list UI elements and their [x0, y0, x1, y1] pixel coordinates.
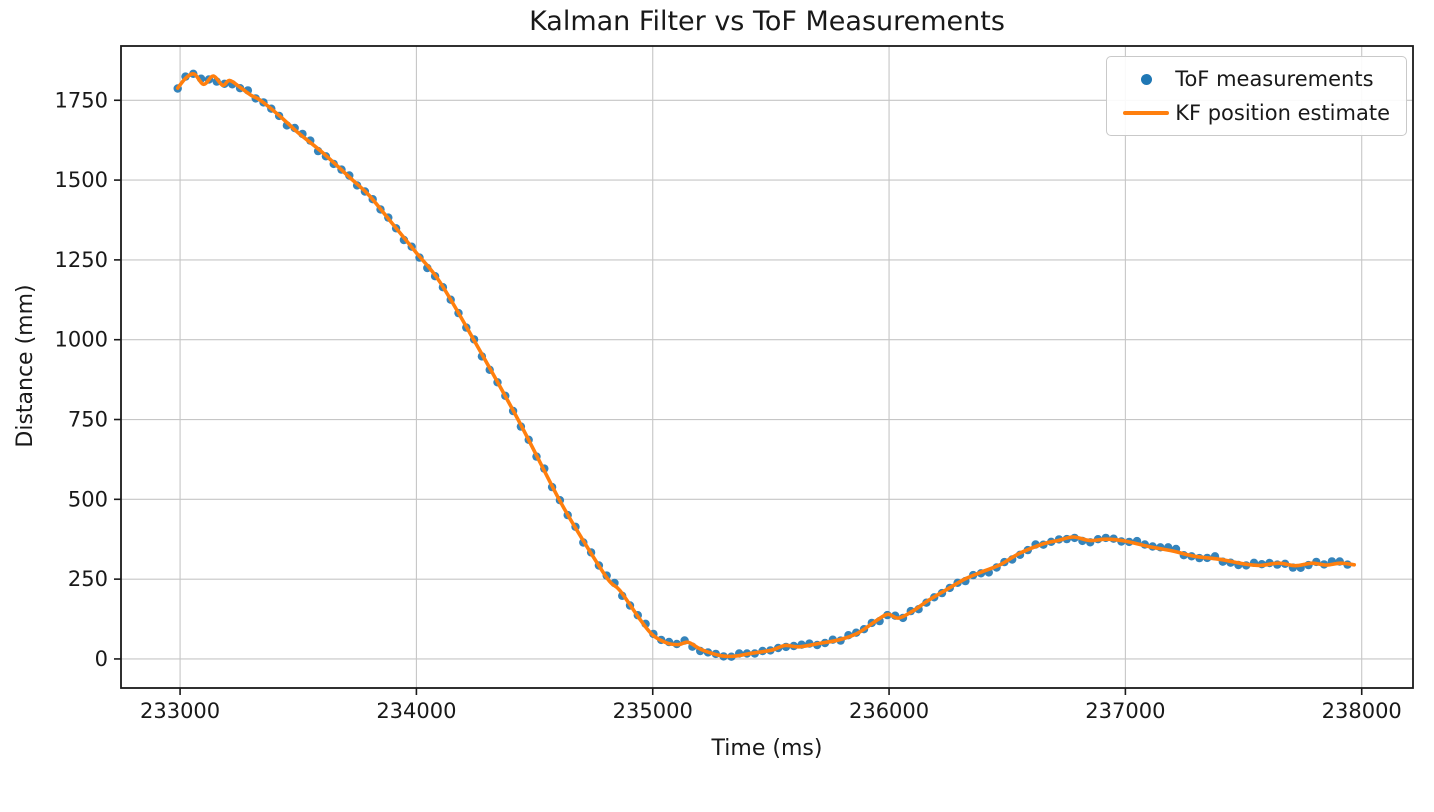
legend-label-tof-measurements: ToF measurements	[1175, 67, 1374, 91]
x-tick-label: 235000	[613, 699, 693, 723]
plot-border	[120, 45, 1414, 689]
y-tick-label: 1000	[55, 328, 108, 352]
kf-line-path	[175, 72, 1356, 659]
y-tick-label: 1250	[55, 248, 108, 272]
scatter-dot-icon	[1140, 73, 1152, 85]
line-swatch-icon	[1123, 110, 1170, 116]
legend-item-tof-measurements: ToF measurements	[1117, 64, 1390, 94]
y-tick-label: 500	[68, 487, 108, 511]
legend: ToF measurements KF position estimate	[1106, 56, 1407, 136]
y-tick-label: 750	[68, 408, 108, 432]
legend-label-kf-estimate: KF position estimate	[1175, 101, 1390, 125]
y-axis-label: Distance (mm)	[13, 284, 38, 448]
y-tick-label: 1750	[55, 88, 108, 112]
y-tick-label: 250	[68, 567, 108, 591]
y-tick-label: 1500	[55, 168, 108, 192]
x-tick-label: 236000	[849, 699, 929, 723]
legend-item-kf-estimate: KF position estimate	[1117, 98, 1390, 128]
x-tick-label: 238000	[1322, 699, 1402, 723]
y-tick-label: 0	[95, 647, 108, 671]
chart-title: Kalman Filter vs ToF Measurements	[529, 6, 1005, 37]
x-tick-label: 234000	[376, 699, 456, 723]
x-tick-label: 233000	[140, 699, 220, 723]
x-axis-label: Time (ms)	[711, 736, 823, 761]
x-tick-label: 237000	[1085, 699, 1165, 723]
legend-marker-cell	[1117, 110, 1175, 116]
legend-marker-cell	[1117, 73, 1175, 85]
